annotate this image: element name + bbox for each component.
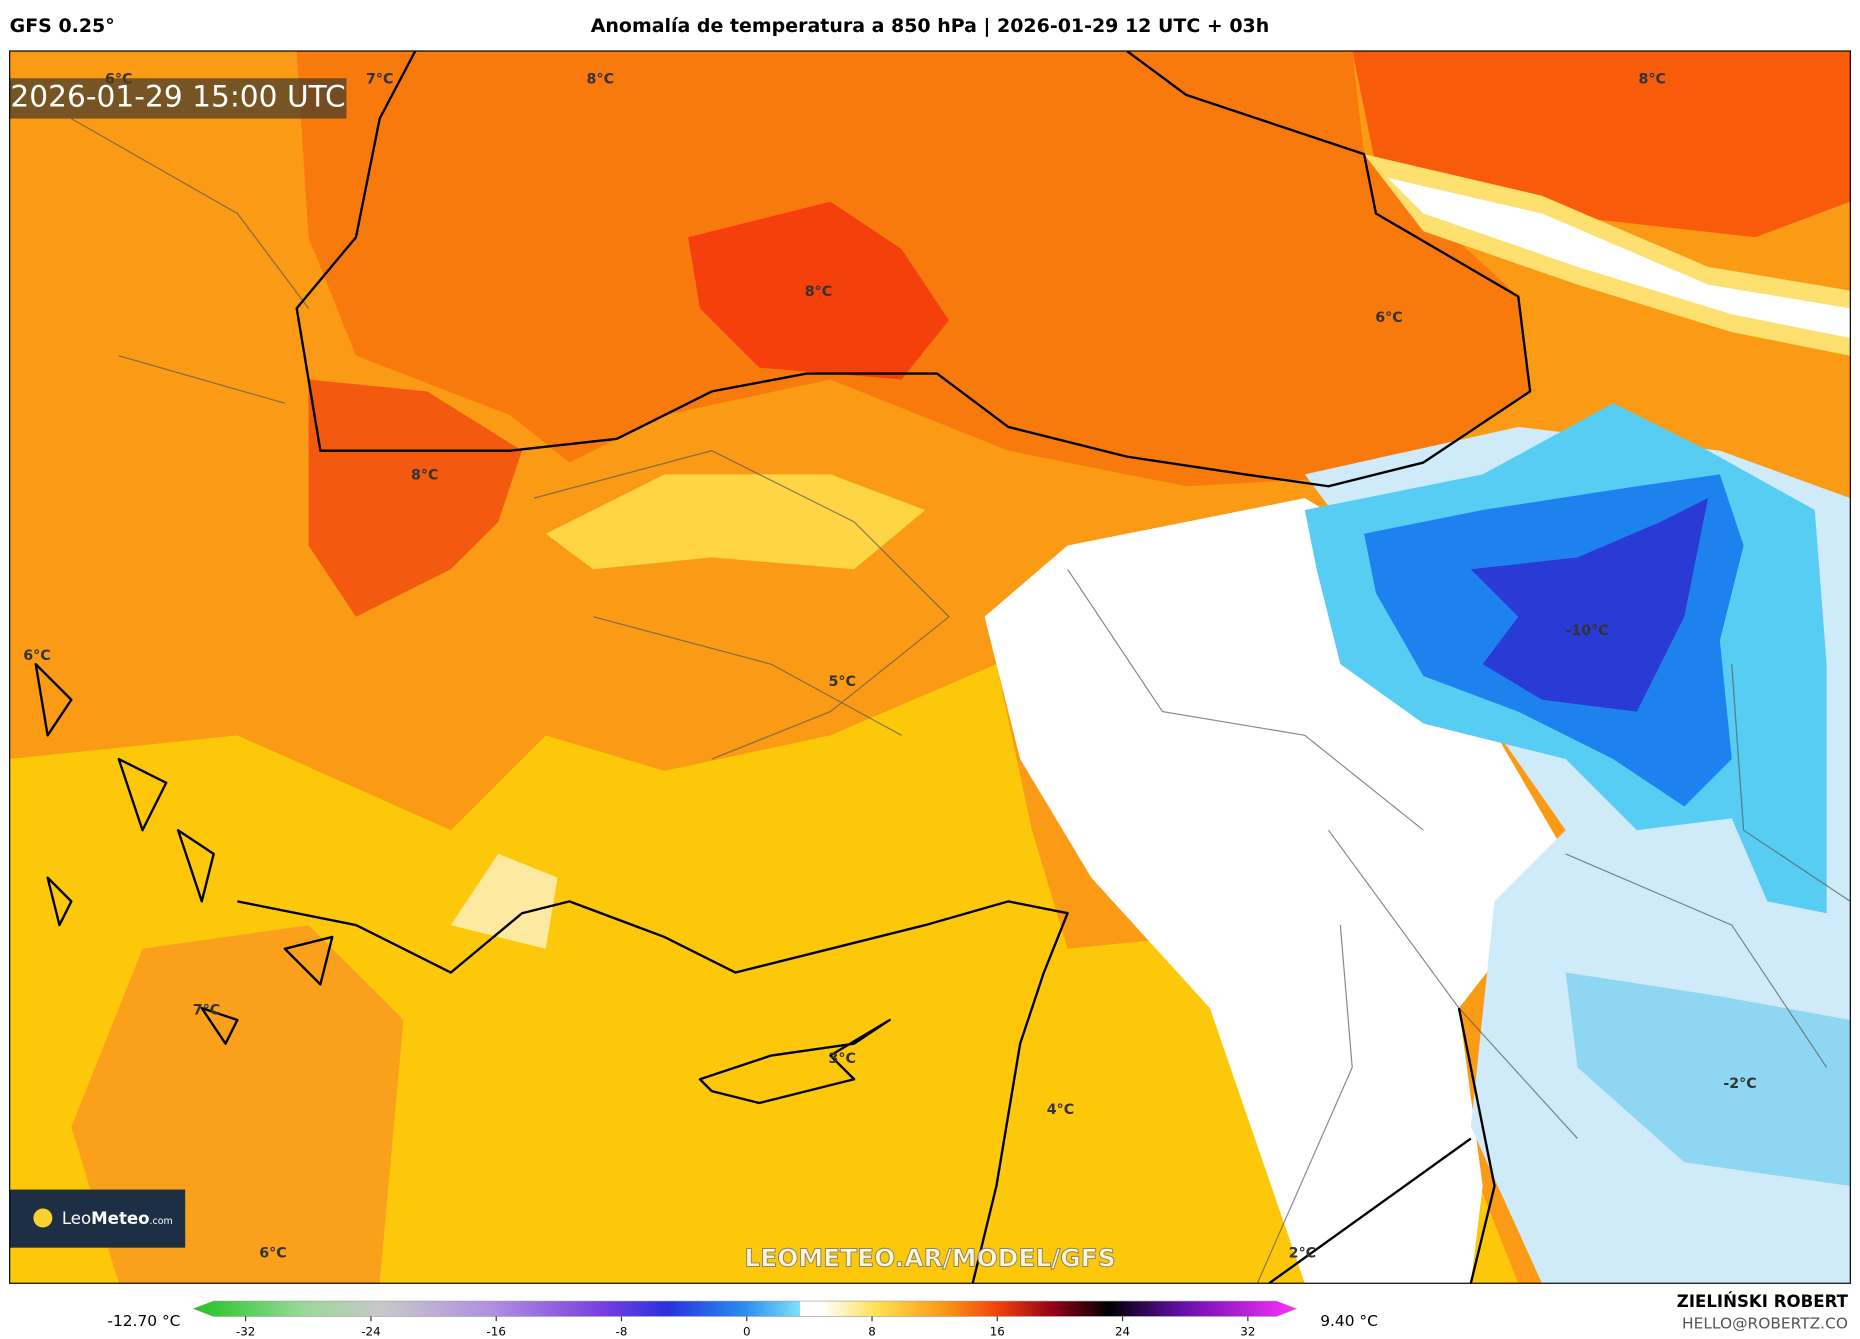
logo-sun xyxy=(33,1208,53,1228)
contour-labels: 6°C 7°C 8°C 8°C 8°C 6°C 8°C 6°C 5°C -10°C 7°C 3°C 4°… xyxy=(23,71,1757,1261)
map-frame xyxy=(9,50,1851,1284)
logo: LeoMeteo.com xyxy=(62,1209,173,1228)
colorbar-max: 9.40 °C xyxy=(1320,1312,1378,1330)
map: 6°C 7°C 8°C 8°C 8°C 6°C 8°C 6°C 5°C -10°C 7°C 3°C 4°… xyxy=(9,50,1851,1284)
colorbar-tick-label: -32 xyxy=(236,1324,255,1338)
logo-light: Leo xyxy=(62,1209,91,1228)
contour-label: 8°C xyxy=(411,468,438,484)
contour-label: 4°C xyxy=(1047,1102,1074,1118)
watermark: LEOMETEO.AR/MODEL/GFS xyxy=(744,1244,1115,1273)
contour-label: 2°C xyxy=(1289,1246,1316,1262)
contour-label: -2°C xyxy=(1723,1076,1756,1092)
contour-label: 8°C xyxy=(805,284,832,300)
credit-author: ZIELIŃSKI ROBERT xyxy=(1677,1292,1849,1311)
colorbar-tick-label: 0 xyxy=(743,1324,751,1338)
colorbar-tick-label: 16 xyxy=(990,1324,1005,1338)
colorbar-tick-label: 32 xyxy=(1240,1324,1255,1338)
colorbar: -32 -24 -16 -8 0 8 16 24 32 xyxy=(192,1300,1298,1338)
timestamp-box xyxy=(9,78,347,119)
colorbar-tick-label: -24 xyxy=(361,1324,380,1338)
timestamp: 2026-01-29 15:00 UTC xyxy=(10,79,345,114)
contour-label: 6°C xyxy=(259,1246,286,1262)
logo-bold: Meteo xyxy=(91,1209,149,1228)
contour-label: -10°C xyxy=(1565,623,1608,639)
logo-suffix: .com xyxy=(150,1216,173,1227)
contour-label: 3°C xyxy=(829,1051,856,1067)
colorbar-tick-label: -16 xyxy=(487,1324,506,1338)
colorbar-min: -12.70 °C xyxy=(107,1312,180,1330)
contour-label: 6°C xyxy=(23,648,50,664)
contour-label: 8°C xyxy=(1639,71,1666,87)
colorbar-tick-label: 8 xyxy=(868,1324,876,1338)
map-title: Anomalía de temperatura a 850 hPa | 2026… xyxy=(591,15,1270,37)
model-label: GFS 0.25° xyxy=(10,15,115,37)
contour-label: 8°C xyxy=(587,71,614,87)
contour-label: 7°C xyxy=(366,71,393,87)
colorbar-tick-label: -8 xyxy=(616,1324,628,1338)
contour-label: 7°C xyxy=(193,1002,220,1018)
contour-label: 6°C xyxy=(1375,310,1402,326)
colorbar-tick-label: 24 xyxy=(1115,1324,1130,1338)
credit-email: HELLO@ROBERTZ.CO xyxy=(1682,1314,1848,1332)
contour-label: 5°C xyxy=(829,674,856,690)
